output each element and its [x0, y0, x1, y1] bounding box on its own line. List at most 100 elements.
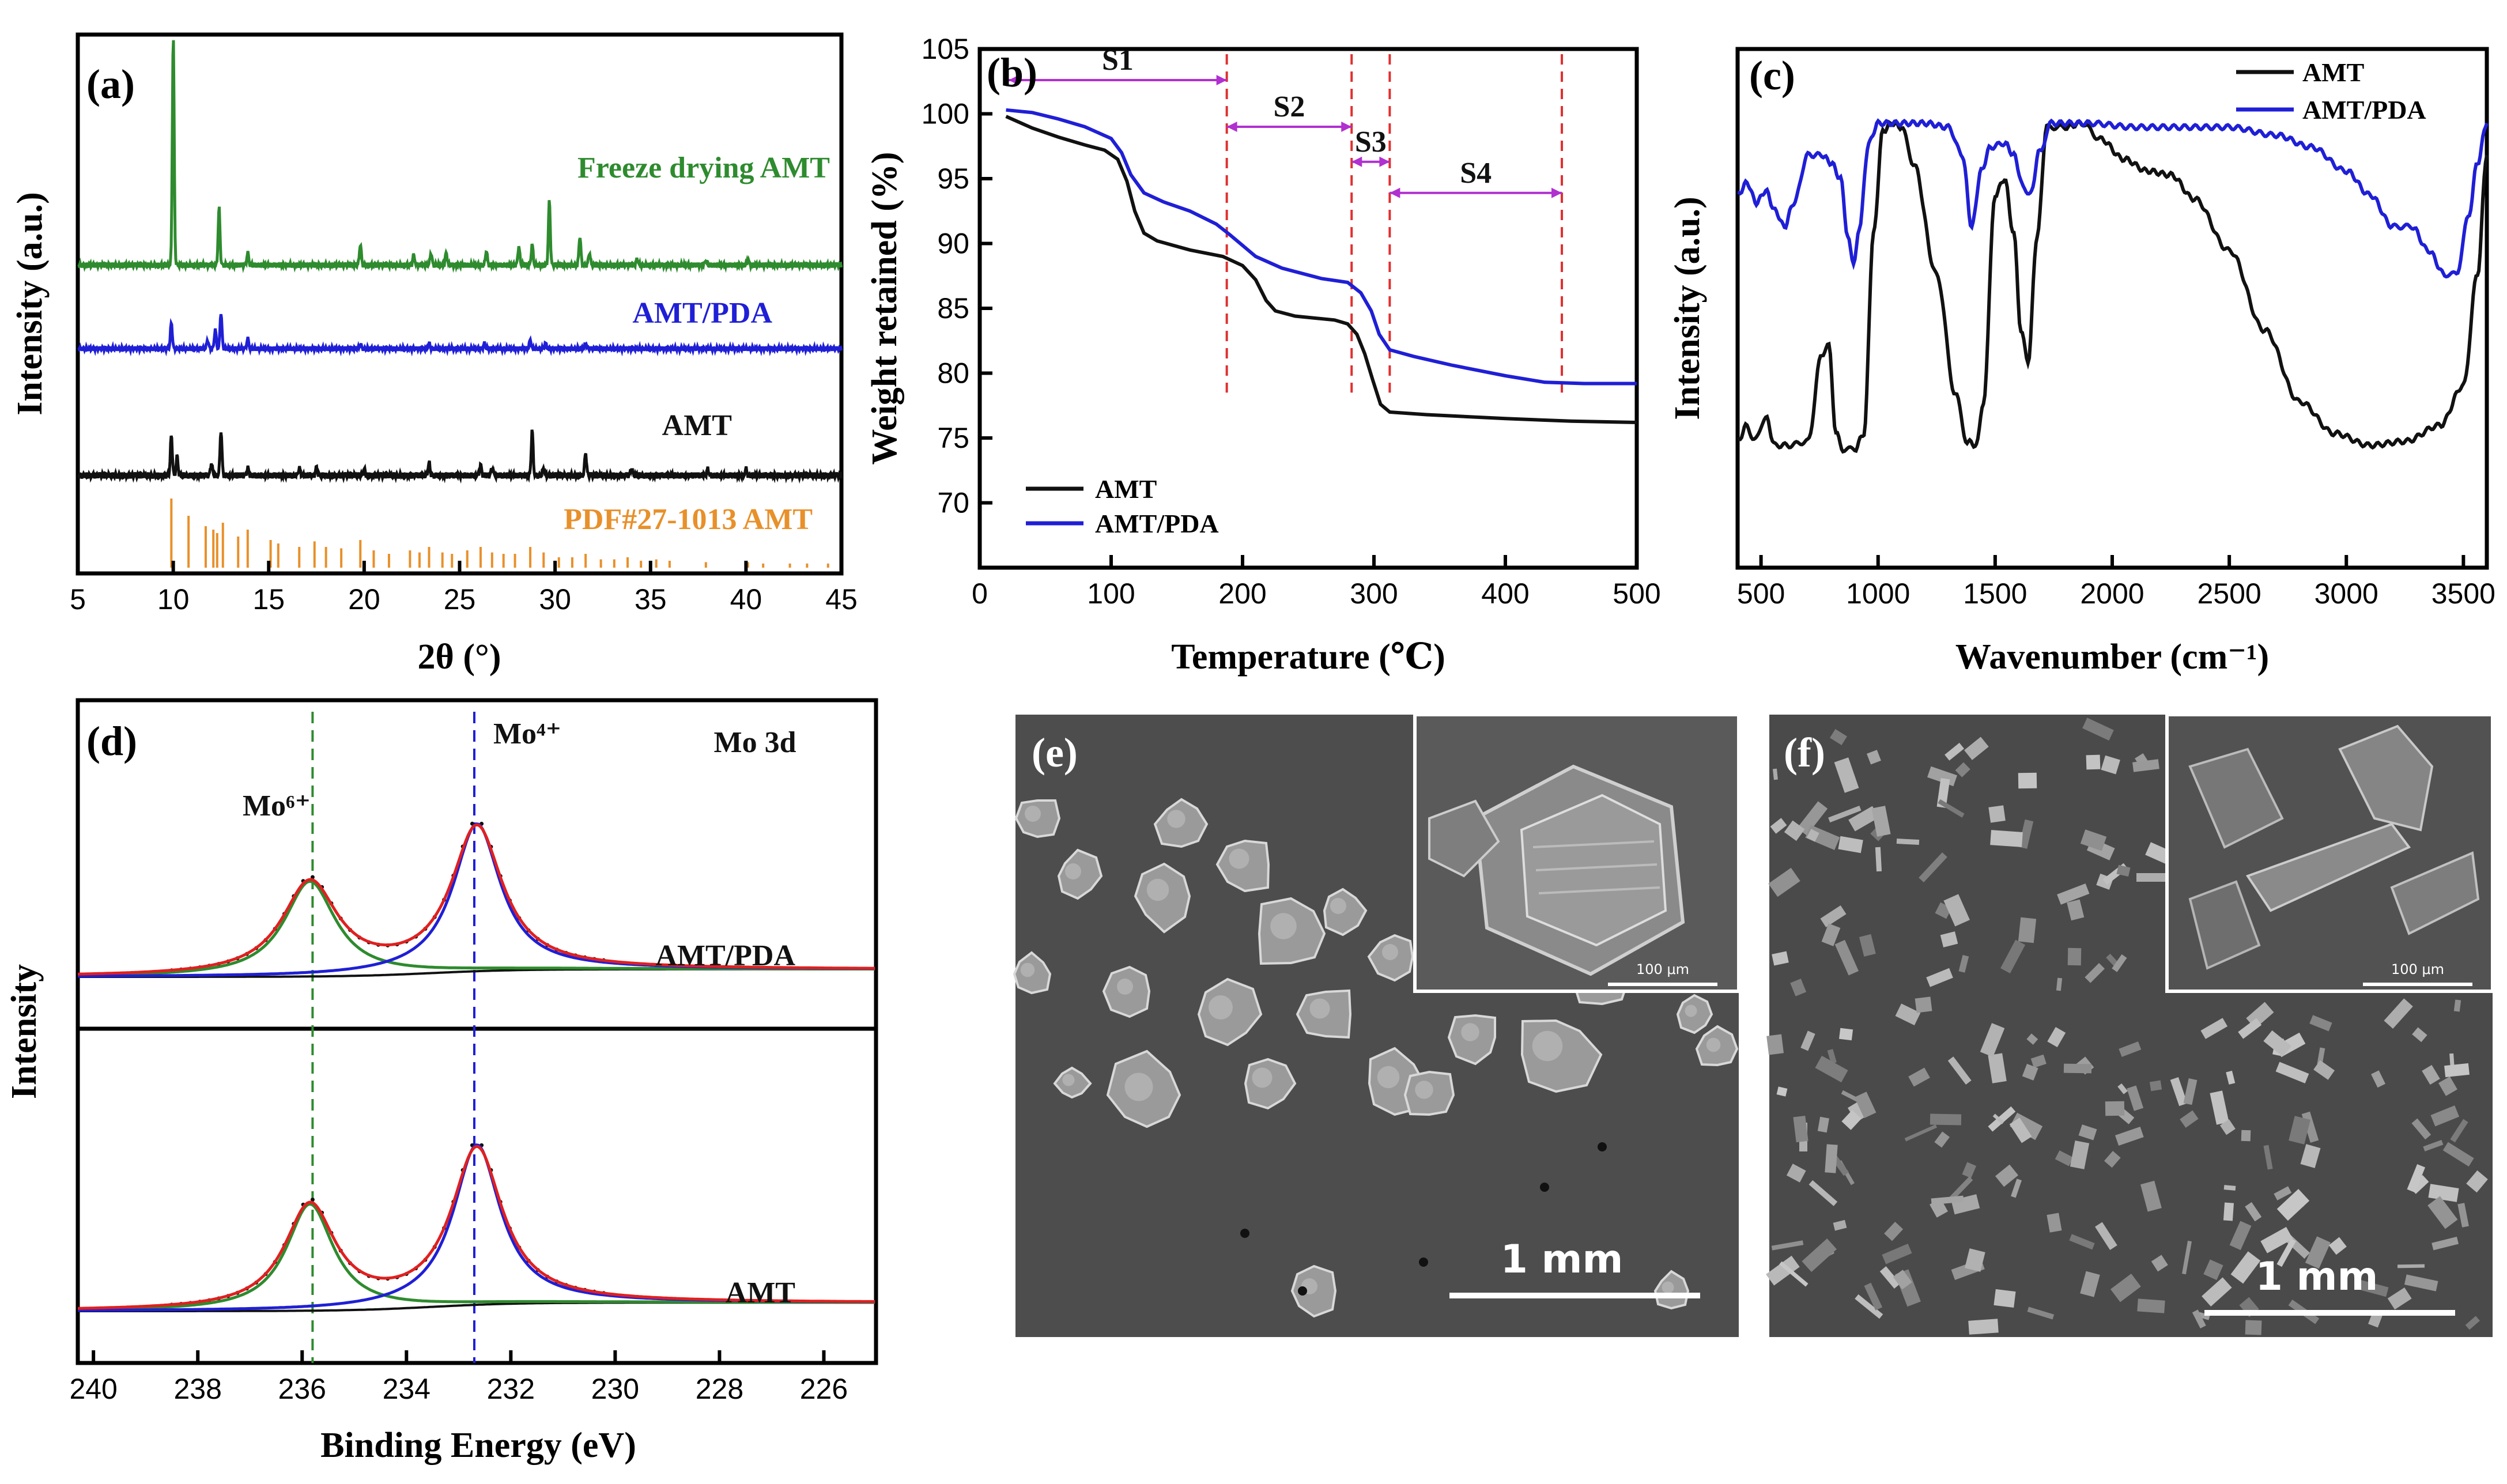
sem-flake [1988, 1053, 2007, 1083]
panel-d-y-axis-label: Intensity [5, 964, 44, 1099]
sem-flake [1833, 1219, 1847, 1231]
sem-crystal-highlight [1461, 1023, 1479, 1041]
sem-f-inset-flakes [2188, 724, 2480, 970]
sem-flake [1768, 867, 1800, 897]
sem-flake [2289, 1116, 2310, 1145]
sem-crystal-highlight [1025, 806, 1041, 822]
sem-flake [1867, 750, 1881, 765]
sem-flake [1930, 1113, 1962, 1126]
sem-flake [1821, 923, 1841, 946]
xps-envelope-amt [78, 1145, 875, 1310]
panel-b-y-axis-label: Weight retained (%) [865, 152, 904, 465]
sem-flake [1828, 805, 1862, 823]
ftir-series-amt-pda [1737, 118, 2489, 279]
panel-d-x-tick-label: 226 [800, 1373, 848, 1405]
sem-crystal-highlight [1662, 1281, 1674, 1294]
panel-b-y-tick-label: 90 [937, 228, 969, 260]
sem-pore [1540, 1183, 1549, 1192]
panel-b-y-tick-label: 80 [937, 357, 969, 390]
sem-flake [1838, 1028, 1853, 1041]
sem-flake [2110, 1273, 2141, 1302]
panel-d-x-tick-label: 230 [591, 1373, 639, 1405]
panel-c-legend: AMT AMT/PDA [2236, 58, 2426, 124]
sem-flake [2011, 1179, 2022, 1198]
sem-crystal-highlight [1117, 979, 1133, 995]
panel-a-x-tick-label: 25 [444, 583, 476, 615]
sem-flake [1808, 1180, 1838, 1206]
sem-pore [1598, 1142, 1607, 1151]
panel-b-y-tick-label: 105 [922, 33, 969, 65]
panel-b: S1 S2 S3 S4 0 100 200 300 400 500 70 75 80 85 90 95 100… [865, 33, 1661, 677]
sem-flake [2407, 1164, 2426, 1193]
sem-flake [1955, 762, 1970, 777]
panel-b-y-tick-label: 95 [937, 163, 969, 195]
region-arrowhead [1341, 122, 1352, 132]
panel-d-x-ticks: 240 238 236 234 232 230 228 226 [69, 1350, 848, 1405]
panel-d-x-tick-label: 236 [278, 1373, 326, 1405]
panel-d-x-tick-label: 240 [69, 1373, 117, 1405]
sem-flake [1847, 1100, 1868, 1123]
sem-flake [1945, 742, 1964, 761]
tga-series-amt [1005, 115, 1637, 424]
sem-flake [2229, 1221, 2252, 1251]
panel-c-plot-area [1737, 118, 2489, 454]
panel-a-x-tick-label: 40 [730, 583, 762, 615]
panel-d-x-tick-label: 234 [383, 1373, 431, 1405]
region-label-s3: S3 [1355, 126, 1387, 158]
sem-flake [2180, 1110, 2199, 1128]
tga-series-amt-pda [1006, 108, 1637, 386]
annotation-amt-pda: AMT/PDA [632, 297, 772, 330]
panel-b-y-tick-label: 75 [937, 422, 969, 454]
sem-flake [2127, 1085, 2144, 1111]
sem-flake [2328, 1237, 2347, 1255]
panel-d-x-tick-label: 228 [696, 1373, 743, 1405]
panel-b-y-tick-label: 85 [937, 292, 969, 324]
sem-flake [2198, 1312, 2210, 1320]
sem-flake [1947, 1056, 1972, 1085]
sem-flake [2022, 1063, 2038, 1081]
annotation-mo4: Mo⁴⁺ [493, 718, 561, 750]
sem-flake [2117, 1083, 2128, 1094]
sem-flake [2387, 1287, 2412, 1310]
region-arrowhead [1551, 187, 1562, 198]
panel-a-x-tick-label: 15 [252, 583, 285, 615]
sem-flake [1848, 806, 1879, 832]
sem-flake [2055, 1150, 2074, 1166]
sem-flake [2223, 1185, 2236, 1191]
panel-b-plot-area: S1 S2 S3 S4 [1005, 44, 1637, 424]
sem-flake [2430, 1105, 2460, 1127]
sem-flake [2241, 1130, 2251, 1142]
sem-flake [1882, 1243, 1912, 1264]
sem-flake [2018, 917, 2037, 943]
xrd-series-amt-pda [77, 314, 843, 357]
sem-flake [2428, 1184, 2459, 1202]
panel-b-x-axis-label: Temperature (℃) [1171, 637, 1445, 677]
sem-flake [2027, 1306, 2055, 1320]
sem-flake [1834, 757, 1859, 793]
sem-flake [2082, 718, 2114, 741]
sem-crystal-highlight [1309, 998, 1330, 1019]
panel-c-x-tick-label: 3500 [2432, 577, 2495, 610]
sem-flake [2136, 873, 2166, 882]
sem-flake [2086, 754, 2101, 770]
sem-flake [2274, 1186, 2292, 1200]
sem-crystal-highlight [1252, 1067, 1273, 1088]
sem-flake [1895, 1003, 1921, 1026]
sem-flake [2067, 947, 2082, 966]
sem-flake [2260, 1226, 2293, 1253]
sem-flake [2422, 1064, 2440, 1085]
sem-flake [1802, 1238, 1837, 1272]
sem-flake [1834, 939, 1859, 976]
sem-crystal-highlight [1415, 1081, 1433, 1099]
panel-b-y-tick-label: 70 [937, 487, 969, 519]
sem-flake [1827, 1049, 1837, 1064]
panel-a-plot-area [77, 40, 843, 568]
panel-d-x-axis-label: Binding Energy (eV) [320, 1426, 636, 1465]
region-label-s1: S1 [1102, 44, 1134, 77]
panel-b-x-tick-label: 0 [972, 577, 988, 610]
sem-flake [1988, 1106, 2016, 1132]
region-arrowhead [1390, 187, 1400, 198]
sem-crystal-highlight [1209, 995, 1233, 1019]
panel-a-x-ticks: 5 10 15 20 25 30 35 40 45 [70, 561, 858, 615]
panel-a-y-axis-label: Intensity (a.u.) [10, 192, 50, 416]
